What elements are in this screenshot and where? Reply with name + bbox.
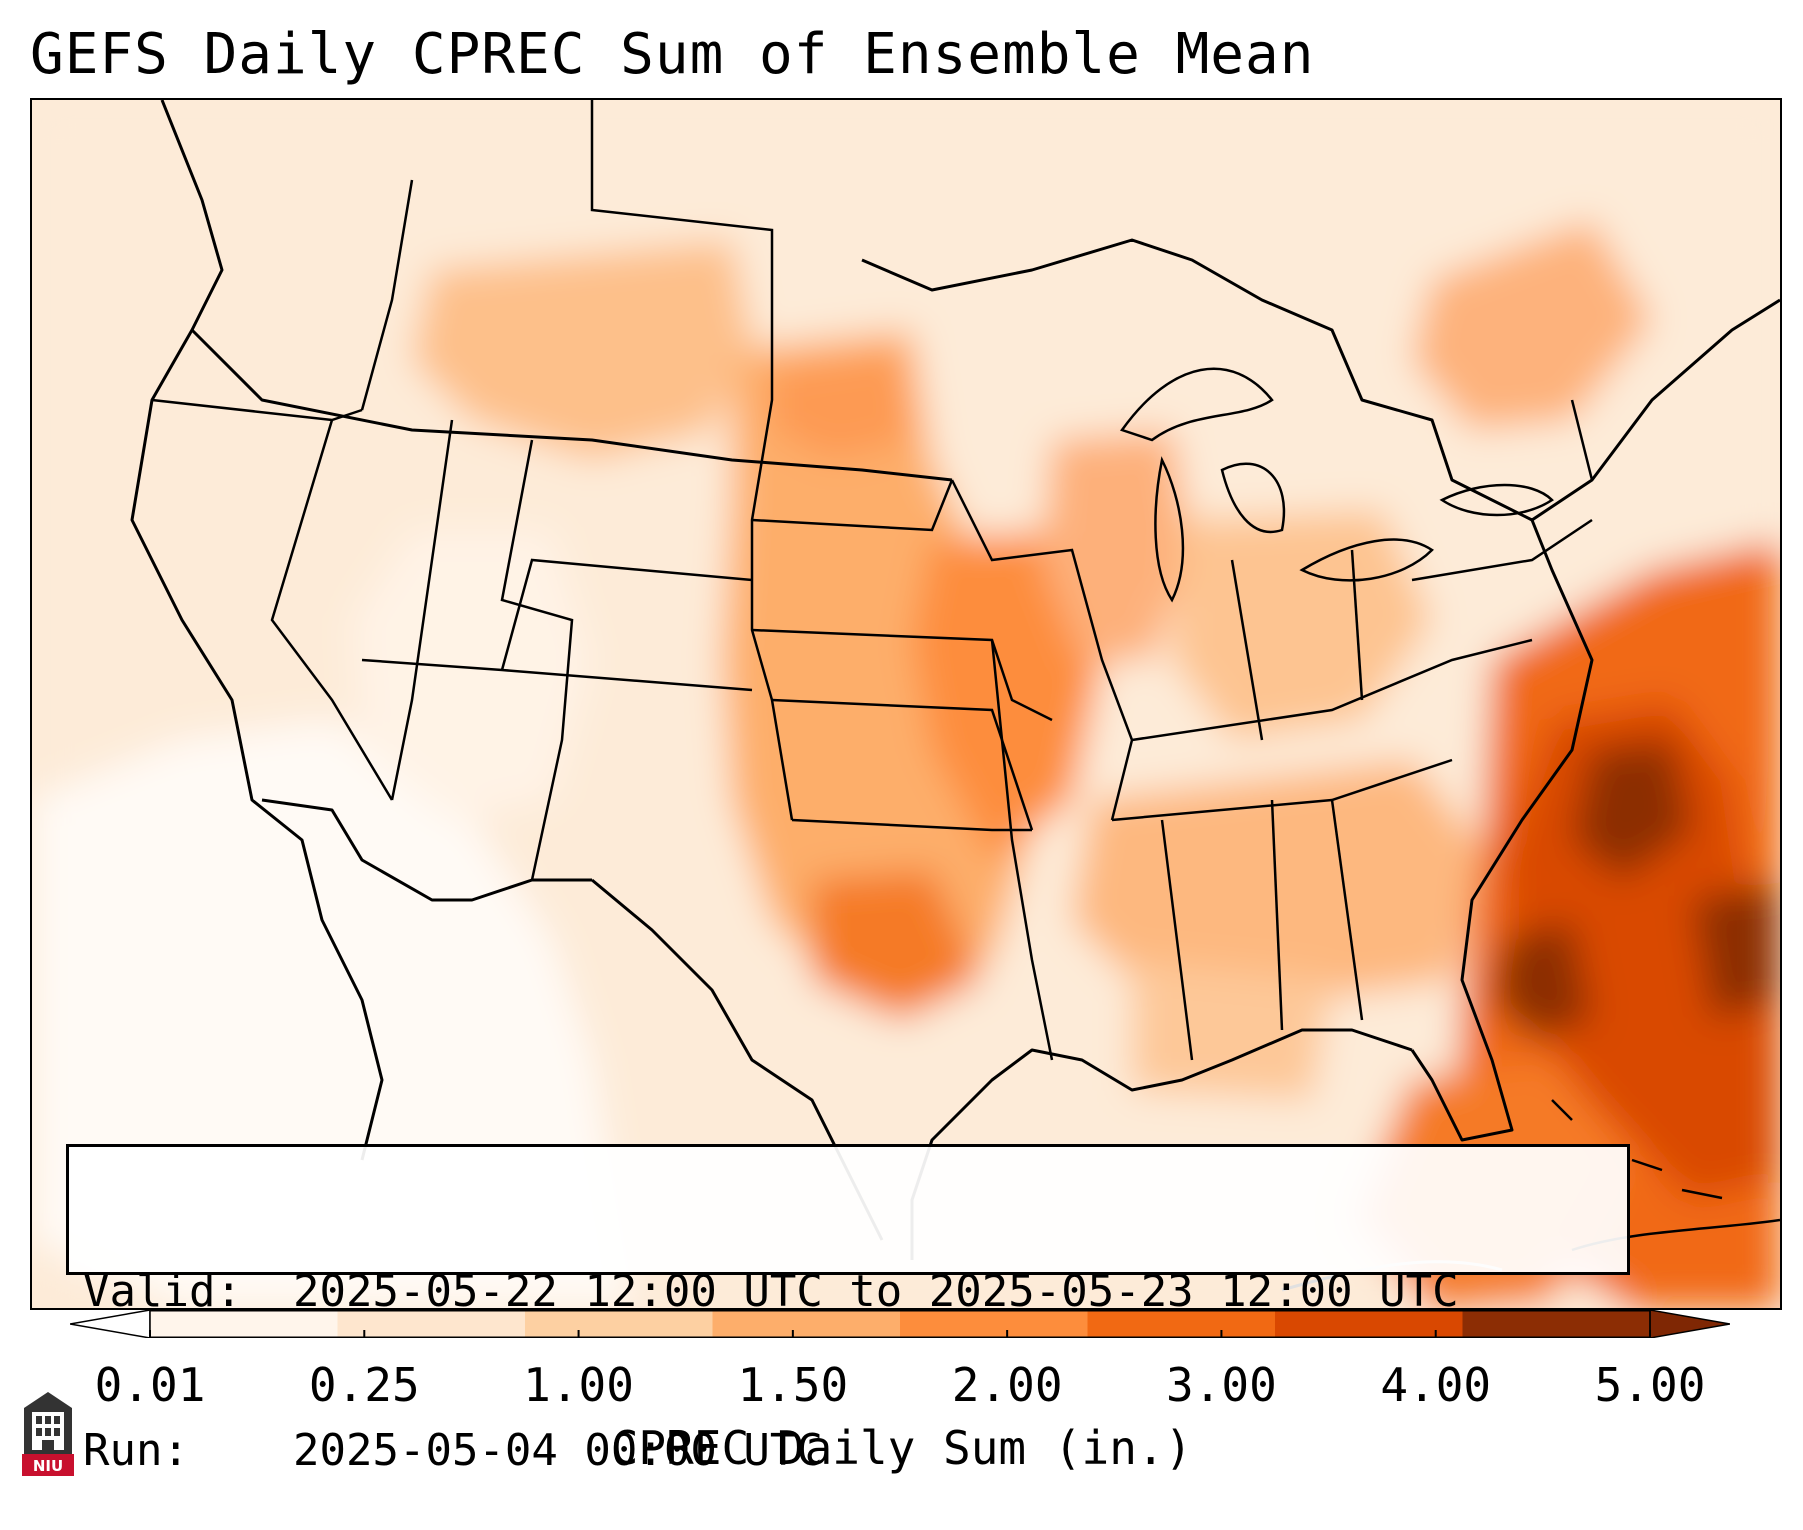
colorbar-tick-label: 2.00 (951, 1358, 1063, 1412)
run-value: 2025-05-04 00:00 UTC (293, 1425, 823, 1476)
great-lakes (1119, 367, 1554, 603)
run-label: Run: (83, 1425, 189, 1476)
caribbean-islands (1551, 1099, 1780, 1252)
precip-field (32, 100, 1780, 1308)
valid-value: 2025-05-22 12:00 UTC to 2025-05-23 12:00… (293, 1266, 1459, 1317)
colorbar-tick-label: 3.00 (1166, 1358, 1277, 1412)
niu-logo: NIU (22, 1392, 74, 1476)
colorbar-segment (1087, 1310, 1276, 1338)
colorbar-segment (150, 1310, 338, 1338)
colorbar-tick-label: 5.00 (1594, 1358, 1706, 1412)
valid-run-info-box: Valid: 2025-05-22 12:00 UTC to 2025-05-2… (66, 1144, 1630, 1476)
colorbar-tick-label: 1.00 (523, 1358, 634, 1412)
colorbar-under-arrow (70, 1310, 151, 1338)
colorbar-tick-label: 4.00 (1380, 1358, 1492, 1412)
state-borders (151, 100, 1594, 1061)
colorbar-segment (337, 1310, 526, 1338)
colorbar-tick-label: 0.01 (94, 1358, 206, 1412)
niu-logo-text: NIU (33, 1457, 63, 1475)
colorbar-over-arrow (1649, 1310, 1730, 1338)
colorbar-segment (712, 1310, 901, 1338)
valid-row: Valid: 2025-05-22 12:00 UTC to 2025-05-2… (83, 1265, 1613, 1318)
precipitation-map (30, 98, 1782, 1310)
colorbar-segment (1462, 1310, 1651, 1338)
colorbar-label: CPREC Daily Sum (in.) (610, 1421, 1193, 1475)
colorbar-frame (149, 1310, 1651, 1338)
colorbar-tick-label: 1.50 (737, 1358, 849, 1412)
colorbar-segment (525, 1310, 713, 1338)
colorbar (70, 1310, 1730, 1338)
valid-label: Valid: (83, 1266, 242, 1317)
colorbar-segment (1275, 1310, 1463, 1338)
run-row: Run: 2025-05-04 00:00 UTC (83, 1424, 1613, 1477)
colorbar-tick-label: 0.25 (308, 1358, 420, 1412)
colorbar-segment (900, 1310, 1088, 1338)
map-title: GEFS Daily CPREC Sum of Ensemble Mean (30, 22, 1315, 87)
